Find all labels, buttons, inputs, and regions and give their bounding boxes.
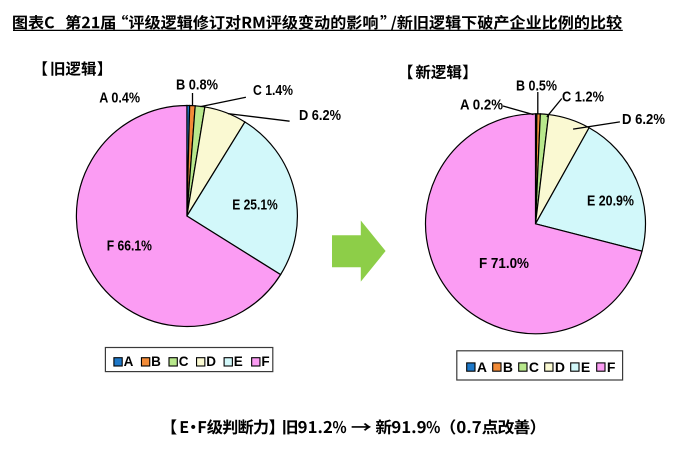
svg-text:D 6.2%: D 6.2% [622,112,665,128]
svg-text:A: A [477,359,487,375]
svg-text:B: B [503,359,513,375]
svg-text:A: A [124,354,134,369]
svg-text:C 1.2%: C 1.2% [562,90,604,106]
svg-text:C: C [529,359,539,375]
svg-text:F 66.1%: F 66.1% [107,239,152,255]
svg-text:E: E [581,359,590,375]
svg-text:D: D [206,354,216,369]
svg-text:B 0.8%: B 0.8% [176,78,218,94]
svg-text:D 6.2%: D 6.2% [299,108,341,124]
svg-text:F 71.0%: F 71.0% [479,256,529,272]
svg-text:A 0.2%: A 0.2% [460,98,503,114]
svg-text:E: E [234,354,243,369]
svg-text:B: B [151,354,161,369]
svg-text:E 25.1%: E 25.1% [232,198,278,214]
svg-text:A 0.4%: A 0.4% [99,91,140,107]
svg-text:D: D [555,359,565,375]
svg-text:C 1.4%: C 1.4% [253,83,293,99]
svg-text:B 0.5%: B 0.5% [516,79,557,95]
svg-text:C: C [179,354,189,369]
svg-text:F: F [607,359,616,375]
svg-text:F: F [261,354,269,369]
svg-text:E 20.9%: E 20.9% [587,194,634,210]
